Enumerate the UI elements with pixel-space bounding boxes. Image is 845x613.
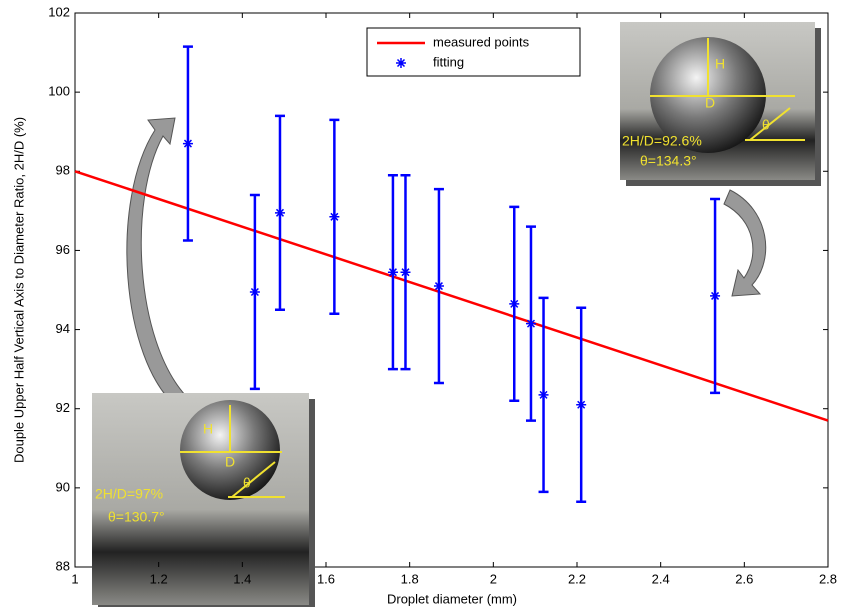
legend-swatch	[396, 58, 406, 68]
y-tick-label: 88	[56, 558, 70, 573]
inset-photo: H D θ 2H/D=92.6% θ=134.3°	[620, 22, 821, 186]
x-axis-label: Droplet diameter (mm)	[387, 591, 517, 606]
y-tick-label: 102	[48, 4, 70, 19]
inset-label: θ	[243, 475, 251, 491]
x-tick-label: 1.8	[401, 571, 419, 586]
legend: measured points fitting	[366, 27, 581, 77]
y-tick-label: 92	[56, 400, 70, 415]
x-tick-label: 2.2	[568, 571, 586, 586]
legend-box	[366, 27, 581, 77]
point	[433, 281, 444, 292]
inset-photo: H D θ 2H/D=97% θ=130.7°	[92, 393, 315, 607]
inset-label: D	[225, 454, 235, 470]
point	[329, 211, 340, 222]
y-tick-label: 94	[56, 321, 70, 336]
y-tick-label: 90	[56, 479, 70, 494]
x-tick-label: 1	[71, 571, 78, 586]
inset-label: 2H/D=97%	[95, 486, 163, 502]
inset-label: θ	[762, 117, 770, 133]
point	[387, 267, 398, 278]
arrow	[126, 117, 187, 409]
inset-label: H	[203, 421, 213, 437]
legend-label: measured points	[433, 34, 530, 49]
angle-lines	[745, 107, 805, 141]
inset-label: θ=130.7°	[108, 509, 165, 525]
y-tick-label: 100	[48, 84, 70, 99]
point	[400, 267, 411, 278]
point	[525, 318, 536, 329]
y-axis-label: Douple Upper Half Vertical Axis to Diame…	[11, 117, 26, 463]
x-tick-label: 2.8	[819, 571, 837, 586]
point	[509, 298, 520, 309]
fit-line	[74, 170, 829, 422]
angle-lines	[228, 461, 285, 498]
point	[538, 389, 549, 400]
point	[576, 399, 587, 410]
x-tick-label: 1.2	[150, 571, 168, 586]
inset-label: θ=134.3°	[640, 153, 697, 169]
point	[182, 138, 193, 149]
x-tick-label: 2	[490, 571, 497, 586]
y-tick-label: 96	[56, 242, 70, 257]
x-tick-label: 2.4	[652, 571, 670, 586]
legend-label: fitting	[433, 54, 464, 69]
point	[249, 286, 260, 297]
x-tick-label: 2.6	[735, 571, 753, 586]
point	[710, 290, 721, 301]
x-tick-label: 1.4	[233, 571, 251, 586]
arrow	[723, 189, 767, 297]
inset-label: D	[705, 95, 715, 111]
inset-label: 2H/D=92.6%	[622, 133, 702, 149]
inset-label: H	[715, 56, 725, 72]
y-tick-label: 98	[56, 163, 70, 178]
x-tick-label: 1.6	[317, 571, 335, 586]
point	[274, 207, 285, 218]
